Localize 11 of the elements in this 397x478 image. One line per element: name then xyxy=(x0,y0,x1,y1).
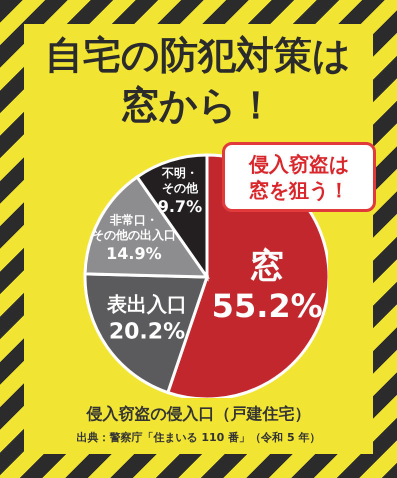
chart-title: 自宅の防犯対策は窓から！ xyxy=(44,32,352,129)
data-label: 20.2% xyxy=(108,320,186,345)
text: 侵入窃盗の侵入口（戸建住宅） xyxy=(85,404,312,425)
slice-label: 不明・その他 xyxy=(160,166,199,196)
slice-label: 表出入口 xyxy=(106,292,187,316)
source-note: 出典：警察庁「住まいる 110 番」（令和 5 年） xyxy=(76,430,322,445)
data-label: 14.9% xyxy=(106,244,162,263)
text: 侵入窃盗は窓を狙う！ xyxy=(248,151,350,203)
data-label: 55.2% xyxy=(212,287,323,326)
slice-label: 窓 xyxy=(250,246,284,286)
data-label: 9.7% xyxy=(158,197,202,216)
